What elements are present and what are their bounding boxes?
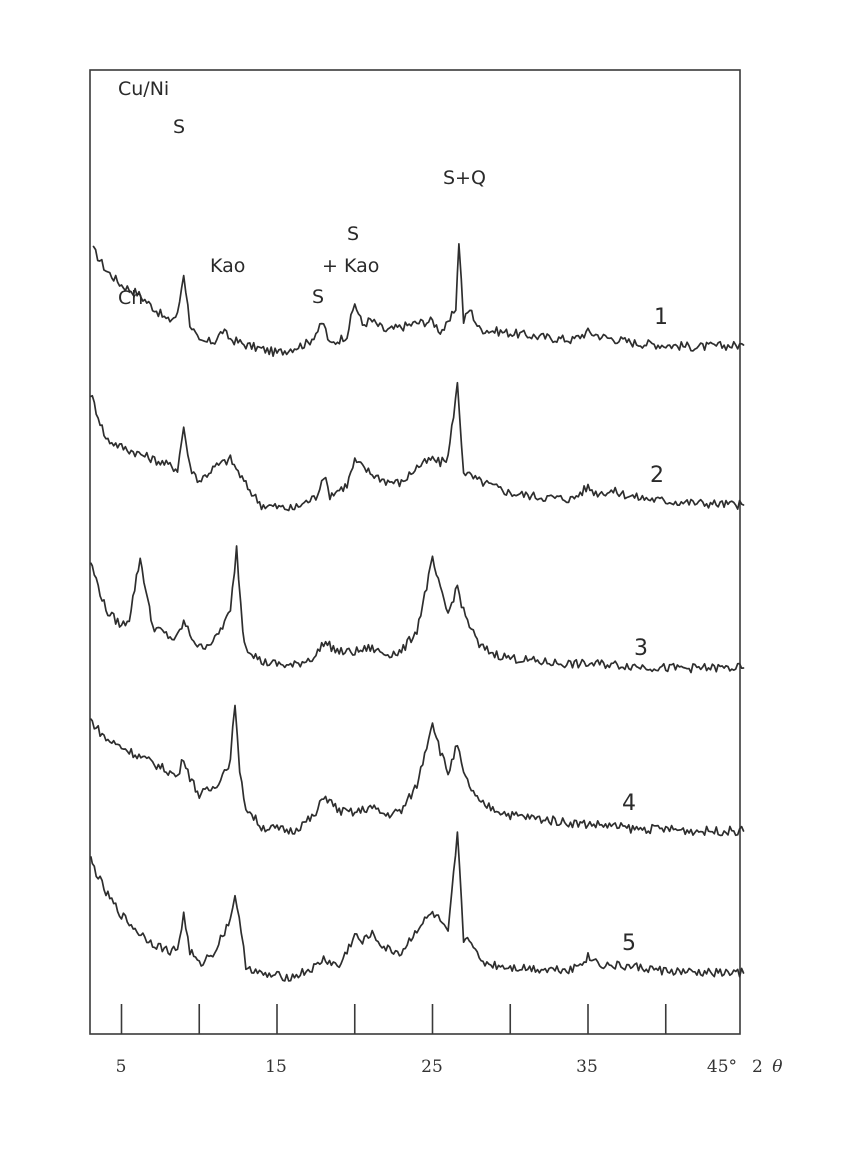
x-axis-unit: 2 — [752, 1057, 763, 1077]
x-tick-label: 25 — [421, 1057, 443, 1077]
plot-frame — [89, 69, 741, 1035]
peak-label-s: S — [173, 116, 185, 138]
xrd-trace-1 — [92, 243, 745, 358]
x-tick-label: 35 — [576, 1057, 598, 1077]
x-axis-label: 2 θ — [752, 1057, 782, 1077]
series-label-2: 2 — [650, 463, 664, 488]
xrd-trace-4 — [90, 704, 745, 837]
xrd-trace-3 — [90, 545, 745, 674]
peak-label-kao: Kao — [210, 255, 245, 277]
x-tick-label: 45° — [707, 1057, 737, 1077]
peak-label-s: S — [312, 286, 324, 308]
series-label-5: 5 — [622, 931, 636, 956]
series-label-3: 3 — [634, 636, 648, 661]
peak-label-s-q: S+Q — [443, 167, 486, 189]
peak-label-ch: Ch — [118, 287, 143, 309]
series-label-1: 1 — [654, 305, 668, 330]
x-axis-ticks — [120, 1004, 667, 1034]
peak-label-s-kao: + Kao — [322, 255, 379, 277]
x-tick-label: 15 — [265, 1057, 287, 1077]
series-traces — [90, 243, 745, 982]
series-label-4: 4 — [622, 791, 636, 816]
xrd-trace-5 — [90, 831, 745, 982]
x-tick-label: 5 — [116, 1057, 127, 1077]
xrd-trace-2 — [90, 381, 745, 512]
peak-label-s: S — [347, 223, 359, 245]
theta-symbol: θ — [772, 1057, 782, 1077]
peak-label-cu-ni: Cu/Ni — [118, 78, 169, 100]
